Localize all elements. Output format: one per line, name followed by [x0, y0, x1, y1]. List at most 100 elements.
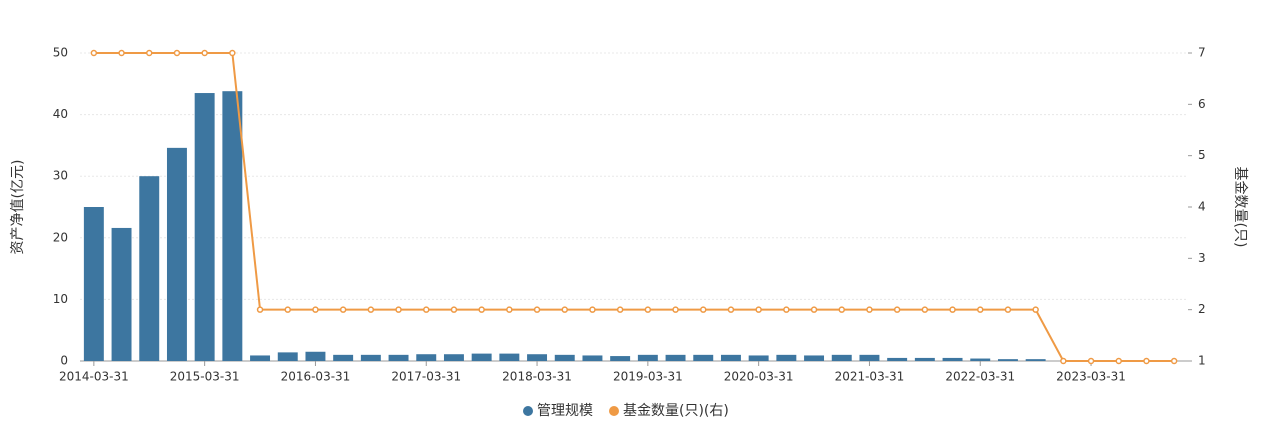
line: [93, 52, 1175, 362]
line-point: [1170, 357, 1178, 365]
legend-marker: [523, 406, 533, 416]
line-point: [561, 306, 568, 313]
bar: [693, 354, 714, 361]
bar: [360, 354, 381, 361]
line-point: [755, 306, 762, 313]
line-point: [949, 306, 956, 313]
x-tick-label: 2021-03-31: [835, 370, 905, 384]
line-point: [783, 306, 790, 313]
y2-axis-label: 基金数量(只): [1232, 167, 1249, 248]
line-point: [423, 306, 430, 313]
y-axis-label: 资产净值(亿元): [10, 160, 26, 255]
bar: [416, 354, 437, 361]
line-point: [838, 306, 845, 313]
x-tick-label: 2023-03-31: [1056, 370, 1126, 384]
bar: [111, 227, 132, 361]
line-point: [146, 49, 153, 57]
line-point: [1060, 357, 1067, 365]
bar: [970, 358, 991, 361]
line-point: [1032, 306, 1039, 313]
y-tick-label: 20: [53, 230, 68, 244]
legend-label: 管理规模: [537, 403, 593, 419]
y-tick-label: 50: [53, 46, 68, 60]
line-point: [672, 306, 679, 313]
bar: [831, 354, 852, 361]
line-point: [284, 306, 291, 313]
y2-tick-label: 6: [1198, 97, 1206, 111]
bar: [471, 353, 492, 361]
bar: [83, 207, 104, 361]
bar: [859, 354, 880, 361]
line-point: [1087, 357, 1095, 365]
line-point: [312, 306, 319, 313]
bar: [305, 351, 326, 361]
x-tick-label: 2022-03-31: [945, 370, 1015, 384]
x-tick-label: 2015-03-31: [170, 370, 240, 384]
bar: [776, 354, 797, 361]
y-tick-label: 10: [53, 292, 68, 306]
x-tick-label: 2019-03-31: [613, 370, 683, 384]
line-point: [700, 306, 707, 313]
line-point: [1143, 357, 1150, 365]
line-point: [616, 306, 624, 313]
bar: [139, 176, 160, 361]
y2-tick-label: 7: [1198, 46, 1206, 60]
y-tick-label: 0: [60, 354, 68, 368]
line-point: [727, 306, 735, 313]
bar: [333, 354, 354, 361]
bar: [610, 356, 631, 361]
line-point: [118, 49, 125, 57]
bar: [166, 147, 187, 361]
line-point: [1004, 306, 1012, 313]
legend-marker: [609, 406, 619, 416]
bar: [665, 354, 686, 361]
bar: [582, 355, 603, 361]
bar: [997, 359, 1018, 361]
x-tick-label: 2014-03-31: [59, 370, 129, 384]
y2-tick-label: 5: [1198, 148, 1206, 162]
line-point: [506, 306, 513, 313]
line-point: [367, 306, 375, 313]
x-tick-label: 2020-03-31: [724, 370, 794, 384]
bar: [527, 354, 548, 361]
bar: [499, 353, 520, 361]
bar: [804, 355, 825, 361]
line-point: [339, 306, 347, 313]
line-point: [533, 306, 541, 313]
bar: [388, 354, 409, 361]
y2-tick-label: 4: [1198, 200, 1206, 214]
line-point: [893, 306, 901, 313]
line-point: [395, 306, 402, 313]
line-point: [1115, 357, 1122, 365]
bar: [250, 355, 271, 361]
line-point: [478, 306, 485, 313]
y-tick-label: 30: [53, 169, 68, 183]
bar: [887, 357, 908, 361]
line-point: [201, 49, 208, 57]
line-point: [90, 49, 98, 57]
line-point: [810, 306, 818, 313]
y2-tick-label: 1: [1198, 354, 1206, 368]
line-point: [977, 306, 984, 313]
x-tick-label: 2018-03-31: [502, 370, 572, 384]
bar: [222, 91, 243, 361]
bar: [748, 355, 769, 361]
bar: [720, 354, 741, 361]
line-point: [589, 306, 596, 313]
line-point: [173, 49, 181, 57]
bar: [194, 93, 215, 361]
line-point: [921, 306, 929, 313]
bar: [443, 354, 464, 361]
bar: [914, 357, 935, 361]
bar: [1025, 359, 1046, 361]
line-point: [644, 306, 652, 313]
bar: [554, 354, 575, 361]
y2-tick-label: 2: [1198, 302, 1206, 316]
legend-label: 基金数量(只)(右): [623, 402, 729, 419]
y2-tick-label: 3: [1198, 251, 1206, 265]
y-tick-label: 40: [53, 107, 68, 121]
line-point: [450, 306, 458, 313]
bar: [637, 354, 658, 361]
line-point: [256, 306, 264, 313]
